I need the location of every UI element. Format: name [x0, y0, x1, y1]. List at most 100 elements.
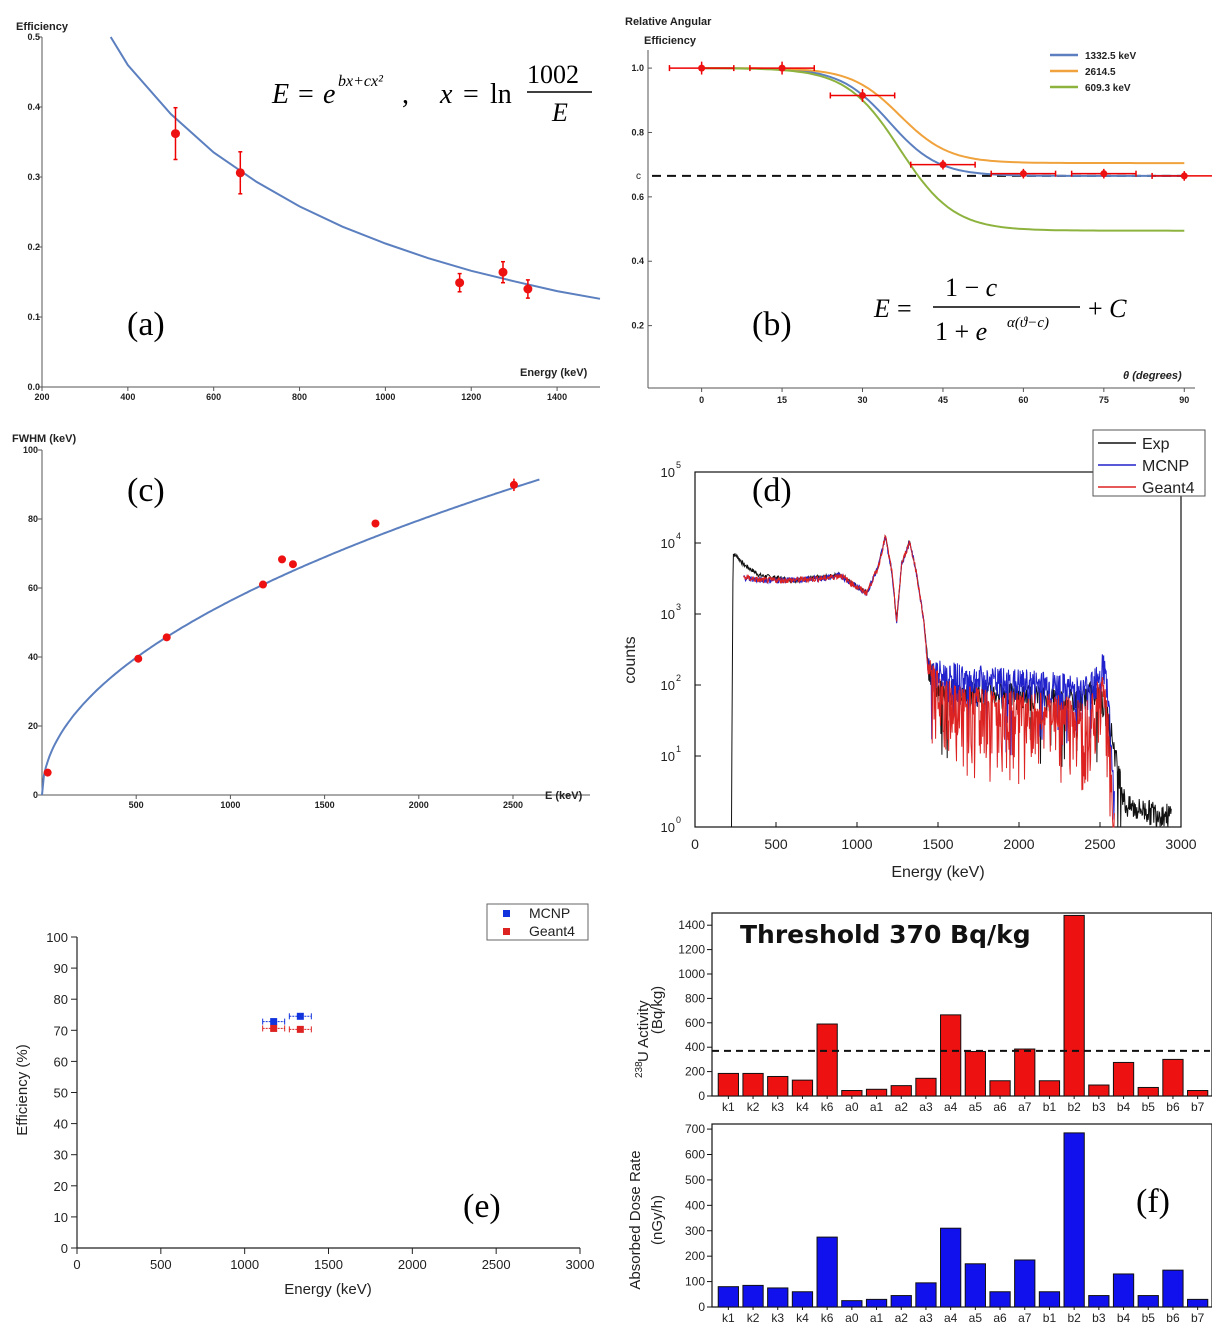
panel-e-ytick-label: 80: [54, 992, 68, 1007]
panel-d-ytick-label: 10: [661, 678, 675, 693]
panel-a-ytick-label: 0.3: [27, 172, 40, 182]
panel-c-ylabel: FWHM (keV): [12, 433, 77, 445]
panel-f-bottom-bar-k1: [717, 1286, 739, 1308]
panel-b-xtick-label: 0: [699, 395, 704, 405]
panel-b-ytick-label: 0.6: [631, 192, 644, 202]
panel-f-title: Threshold 370 Bq/kg: [740, 920, 1031, 949]
panel-f-top-bar-a1: [865, 1088, 888, 1097]
panel-f-bottom-bar-k3: [767, 1287, 789, 1308]
panel-e-data-point-mcnp: [270, 1018, 278, 1026]
svg-text:,: ,: [402, 79, 409, 110]
panel-f-bottom-bar-a1: [865, 1298, 888, 1308]
panel-a-xtick-label: 600: [206, 392, 221, 402]
panel-c-data-point: [43, 768, 52, 777]
panel-f-top-bar-b3: [1088, 1084, 1110, 1097]
panel-a-label: (a): [127, 306, 165, 343]
panel-f-top-bar-b5: [1137, 1086, 1159, 1097]
panel-c-xlabel: E (keV): [545, 790, 583, 802]
panel-f-top-bar-a0: [841, 1090, 863, 1097]
panel-e-ytick-label: 0: [61, 1241, 68, 1256]
panel-f-bottom-ytick-label: 300: [685, 1224, 705, 1238]
panel-f-bottom-ytick-label: 500: [685, 1173, 705, 1187]
panel-f-top-bar-b7: [1187, 1090, 1209, 1097]
panel-e-legend-mcnp: MCNP: [529, 905, 570, 921]
panel-b-ytick-label: 0.8: [631, 127, 644, 137]
panel-f-bottom-category-label: a2: [895, 1311, 909, 1325]
panel-b-data-point: [778, 64, 786, 72]
panel-f-bottom-bar-k4: [791, 1291, 814, 1308]
panel-f-top-category-label: k1: [722, 1100, 735, 1114]
panel-f-top-ytick-label: 800: [685, 991, 705, 1005]
panel-a-ytick-label: 0.2: [27, 242, 40, 252]
panel-b-title-line2: Efficiency: [644, 35, 697, 47]
panel-e-label: (e): [463, 1188, 501, 1225]
panel-f-bottom-category-label: a6: [993, 1311, 1007, 1325]
panel-f-bottom-bar-k2: [742, 1284, 764, 1308]
panel-f-bottom-category-label: b7: [1191, 1311, 1205, 1325]
panel-e-legend-geant4: Geant4: [529, 923, 575, 939]
panel-f-bottom-category-label: b1: [1043, 1311, 1057, 1325]
panel-d-ytick-label: 10: [661, 465, 675, 480]
panel-a-xtick-label: 800: [292, 392, 307, 402]
panel-f-bottom-category-label: b3: [1092, 1311, 1106, 1325]
panel-f-top-bar-k2: [742, 1072, 764, 1097]
panel-b-title-line1: Relative Angular: [625, 16, 712, 28]
panel-b-xlabel: θ (degrees): [1123, 370, 1182, 382]
panel-b-data-point: [698, 64, 706, 72]
panel-b-legend: 1332.5 keV 2614.5 609.3 keV: [1050, 51, 1136, 94]
panel-f-bottom-category-label: a5: [969, 1311, 983, 1325]
panel-c-data-point: [509, 480, 518, 489]
panel-f-bottom-category-label: k2: [747, 1311, 760, 1325]
panel-f-top-category-label: a3: [919, 1100, 933, 1114]
panel-f-top-bar-k4: [791, 1079, 814, 1097]
panel-a-ytick-label: 0.0: [27, 382, 40, 392]
panel-c-ytick-label: 20: [28, 721, 38, 731]
panel-e-data-point-mcnp: [296, 1012, 304, 1020]
panel-d-label: (d): [752, 472, 792, 509]
panel-f-top-category-label: a7: [1018, 1100, 1032, 1114]
panel-f-top-bar-b6: [1162, 1058, 1184, 1097]
panel-a-data-point: [523, 284, 533, 294]
panel-b-ytick-label: 0.2: [631, 321, 644, 331]
panel-c-data-point: [258, 580, 267, 589]
panel-a-formula: E = e bx+cx² , x = ln 1002 E: [271, 60, 592, 127]
panel-f-bottom-category-label: a7: [1018, 1311, 1032, 1325]
panel-b-xtick-label: 90: [1179, 395, 1189, 405]
svg-text:E: E: [271, 79, 289, 110]
panel-f-top-ylabel: 238 U Activity: [634, 1000, 652, 1078]
panel-f-bottom-bar-a3: [915, 1282, 937, 1308]
panel-d-ytick-exponent: 2: [676, 673, 681, 683]
panel-a-ytick-label: 0.5: [27, 32, 40, 42]
panel-f-label: (f): [1136, 1183, 1170, 1220]
panel-f-top-category-label: b2: [1067, 1100, 1081, 1114]
panel-f-top-bar-b4: [1112, 1061, 1135, 1097]
panel-f-top-category-label: b7: [1191, 1100, 1205, 1114]
panel-d-xlabel: Energy (keV): [891, 864, 984, 881]
svg-text:E: E: [551, 98, 568, 127]
panel-d-xtick-label: 1000: [841, 836, 872, 852]
panel-f-top-ytick-label: 1200: [678, 943, 705, 957]
panel-f-bottom-bar-b2: [1063, 1132, 1085, 1308]
panel-d-ytick-label: 10: [661, 749, 675, 764]
panel-e-ytick-label: 100: [46, 930, 68, 945]
panel-f-bottom-bar-a5: [964, 1263, 986, 1308]
panel-d-plot-frame: [694, 471, 1182, 828]
panel-e-xtick-label: 2500: [482, 1257, 511, 1272]
svg-text:=: =: [897, 294, 912, 323]
panel-a-ylabel: Efficiency: [16, 21, 69, 33]
panel-f-top-category-label: a5: [969, 1100, 983, 1114]
panel-e-data-point-geant4: [296, 1025, 304, 1033]
panel-b-c-label: c: [636, 171, 641, 182]
panel-c-ytick-label: 0: [33, 790, 38, 800]
panel-f-bottom-category-label: k4: [796, 1311, 809, 1325]
panel-f-top-bar-k3: [767, 1075, 789, 1097]
panel-d-ytick-exponent: 5: [676, 460, 681, 470]
panel-f-bottom-category-label: b4: [1117, 1311, 1131, 1325]
panel-f-top-ytick-label: 0: [698, 1089, 705, 1103]
panel-f-bottom-ytick-label: 0: [698, 1300, 705, 1314]
svg-text:bx+cx²: bx+cx²: [338, 73, 384, 90]
panel-d-xtick-label: 0: [691, 836, 699, 852]
panel-f-bottom-category-label: a1: [870, 1311, 884, 1325]
panel-a-xtick-label: 1000: [375, 392, 395, 402]
